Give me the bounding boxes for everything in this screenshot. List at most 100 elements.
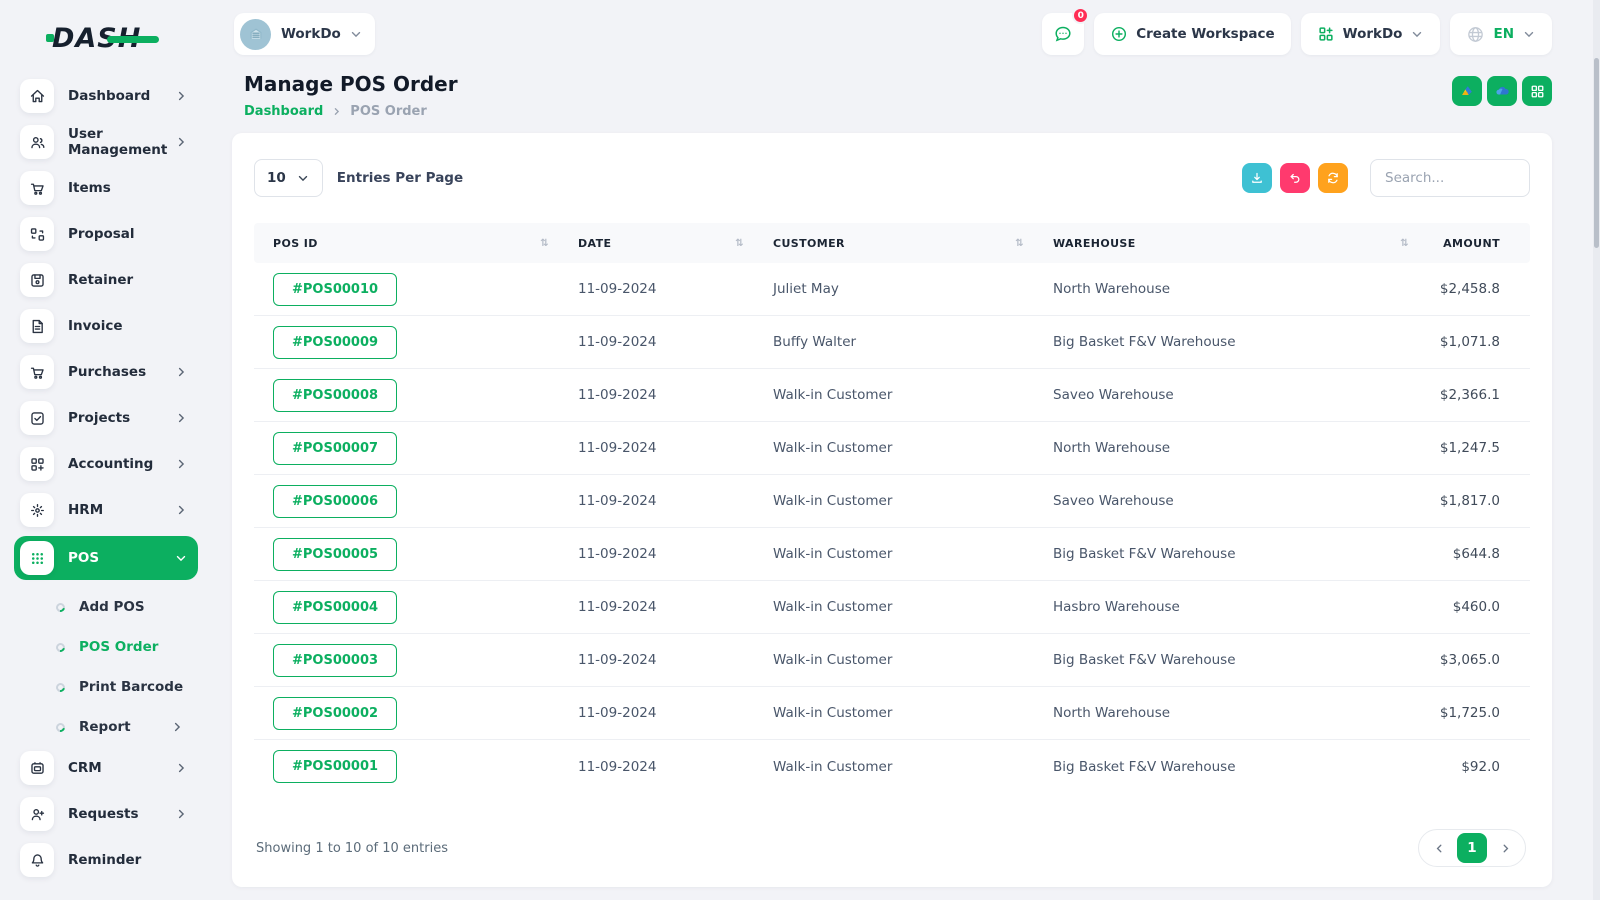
messages-button[interactable]: 0: [1042, 7, 1090, 55]
language-dropdown[interactable]: EN: [1450, 13, 1552, 55]
sidebar-item-requests[interactable]: Requests: [14, 794, 198, 834]
pagination: 1: [1418, 829, 1526, 867]
sidebar-item-pos[interactable]: POS: [14, 536, 198, 580]
sort-icon[interactable]: ⇅: [1400, 237, 1409, 249]
table-row: #POS00003 11-09-2024 Walk-in Customer Big B…: [254, 634, 1530, 687]
pos-id-badge[interactable]: #POS00010: [273, 272, 398, 306]
logo-accent-dot: [46, 33, 54, 42]
sidebar-item-label: User Management: [68, 126, 168, 158]
sidebar-item-items[interactable]: Items: [14, 168, 198, 208]
column-header-customer[interactable]: CUSTOMER ⇅: [773, 236, 1024, 250]
pos-id-badge[interactable]: #POS00008: [273, 378, 398, 412]
sidebar-item-label: CRM: [68, 760, 102, 776]
onedrive-button[interactable]: [1487, 76, 1517, 106]
amount-cell: $1,817.0: [1439, 493, 1500, 509]
column-header-warehouse[interactable]: WAREHOUSE ⇅: [1053, 236, 1409, 250]
sidebar-item-accounting[interactable]: Accounting: [14, 444, 198, 484]
sidebar-item-invoice[interactable]: Invoice: [14, 306, 198, 346]
pos-id-badge[interactable]: #POS00003: [273, 643, 398, 677]
pos-id-badge[interactable]: #POS00002: [273, 696, 398, 730]
sidebar-item-retainer[interactable]: Retainer: [14, 260, 198, 300]
create-workspace-button[interactable]: Create Workspace: [1094, 13, 1291, 55]
integration-buttons: [1452, 76, 1552, 106]
breadcrumb-dashboard-link[interactable]: Dashboard: [244, 104, 324, 119]
sidebar-subitem-add-pos[interactable]: Add POS: [28, 588, 184, 626]
pos-id-badge[interactable]: #POS00004: [273, 590, 398, 624]
save-icon: [20, 263, 54, 297]
refresh-button[interactable]: [1318, 163, 1348, 193]
pos-id-badge[interactable]: #POS00005: [273, 537, 398, 571]
language-label: EN: [1493, 26, 1514, 42]
pos-id-badge[interactable]: #POS00009: [273, 325, 398, 359]
target-icon: [20, 493, 54, 527]
pos-id-cell: #POS00008: [254, 378, 559, 412]
pos-order-table: POS ID ⇅ DATE ⇅ CUSTOMER ⇅ WAREHOUSE ⇅ AMOUN…: [254, 223, 1530, 815]
sidebar-item-hrm[interactable]: HRM: [14, 490, 198, 530]
sidebar-subitem-report[interactable]: Report: [28, 708, 184, 746]
entries-per-page-select[interactable]: 10: [254, 159, 323, 197]
next-page-button[interactable]: [1491, 834, 1519, 862]
column-header-amount[interactable]: AMOUNT: [1443, 236, 1500, 250]
sidebar-item-label: Purchases: [68, 364, 147, 380]
chevron-left-icon: [1436, 844, 1441, 852]
sidebar-item-label: Projects: [68, 410, 131, 426]
date-cell: 11-09-2024: [578, 387, 657, 403]
page-number-button[interactable]: 1: [1457, 833, 1487, 863]
pos-order-card: 10 Entries Per Page: [232, 133, 1552, 887]
undo-arrow-icon: [1290, 173, 1300, 183]
reset-button[interactable]: [1280, 163, 1310, 193]
sidebar-subitem-pos-order[interactable]: POS Order: [28, 628, 184, 666]
pos-id-cell: #POS00010: [254, 272, 559, 306]
pos-id-cell: #POS00005: [254, 537, 559, 571]
pos-id-cell: #POS00003: [254, 643, 559, 677]
sidebar-item-label: Retainer: [68, 272, 134, 288]
workdo-dropdown[interactable]: WorkDo: [1300, 13, 1441, 55]
previous-page-button[interactable]: [1425, 834, 1453, 862]
date-cell: 11-09-2024: [578, 758, 657, 775]
cart-icon: [20, 171, 54, 205]
sidebar-nav: Dashboard User Management Items Proposal…: [0, 76, 212, 880]
sidebar-item-user-management[interactable]: User Management: [14, 122, 198, 162]
pos-submenu: Add POS POS Order Print Barcode Report: [14, 586, 198, 746]
brand-logo[interactable]: DASH: [0, 14, 212, 62]
main-area: WorkDo 0 Create Workspace WorkDo: [212, 0, 1600, 900]
sort-icon[interactable]: ⇅: [540, 237, 549, 249]
chevron-right-icon: [174, 722, 181, 732]
column-header-pos-id[interactable]: POS ID ⇅: [273, 236, 549, 250]
table-row: #POS00008 11-09-2024 Walk-in Customer Saveo…: [254, 369, 1530, 422]
sort-icon[interactable]: ⇅: [735, 237, 744, 249]
swap-icon: [20, 217, 54, 251]
amount-cell: $92.0: [1461, 758, 1500, 775]
scrollbar-track[interactable]: [1593, 0, 1600, 900]
sidebar: DASH Dashboard User Management Items P: [0, 0, 212, 900]
scrollbar-thumb[interactable]: [1594, 58, 1599, 248]
sidebar-item-projects[interactable]: Projects: [14, 398, 198, 438]
sidebar-item-reminder[interactable]: Reminder: [14, 840, 198, 880]
sort-icon[interactable]: ⇅: [1015, 237, 1024, 249]
pos-id-badge[interactable]: #POS00007: [273, 431, 398, 465]
download-icon: [1252, 172, 1262, 183]
google-drive-button[interactable]: [1452, 76, 1482, 106]
logo-accent-bar: [107, 35, 160, 43]
search-input[interactable]: [1370, 159, 1530, 197]
workspace-selector[interactable]: WorkDo: [234, 13, 375, 55]
table-row: #POS00010 11-09-2024 Juliet May North Wareh…: [254, 263, 1530, 316]
column-header-date[interactable]: DATE ⇅: [578, 236, 744, 250]
sidebar-subitem-print-barcode[interactable]: Print Barcode: [28, 668, 184, 706]
sidebar-subitem-label: Add POS: [79, 599, 145, 615]
sidebar-subitem-label: Print Barcode: [79, 679, 184, 695]
warehouse-cell: North Warehouse: [1053, 705, 1171, 721]
sidebar-item-crm[interactable]: CRM: [14, 748, 198, 788]
sidebar-item-proposal[interactable]: Proposal: [14, 214, 198, 254]
export-button[interactable]: [1242, 163, 1272, 193]
sidebar-item-dashboard[interactable]: Dashboard: [14, 76, 198, 116]
workdo-dropdown-label: WorkDo: [1342, 26, 1403, 42]
pos-id-badge[interactable]: #POS00001: [273, 750, 398, 783]
sidebar-item-label: Accounting: [68, 456, 154, 472]
pos-id-badge[interactable]: #POS00006: [273, 484, 398, 518]
grid-view-button[interactable]: [1522, 76, 1552, 106]
amount-cell: $1,071.8: [1439, 334, 1500, 350]
topbar: WorkDo 0 Create Workspace WorkDo: [212, 0, 1600, 58]
warehouse-cell: Big Basket F&V Warehouse: [1053, 546, 1236, 562]
sidebar-item-purchases[interactable]: Purchases: [14, 352, 198, 392]
